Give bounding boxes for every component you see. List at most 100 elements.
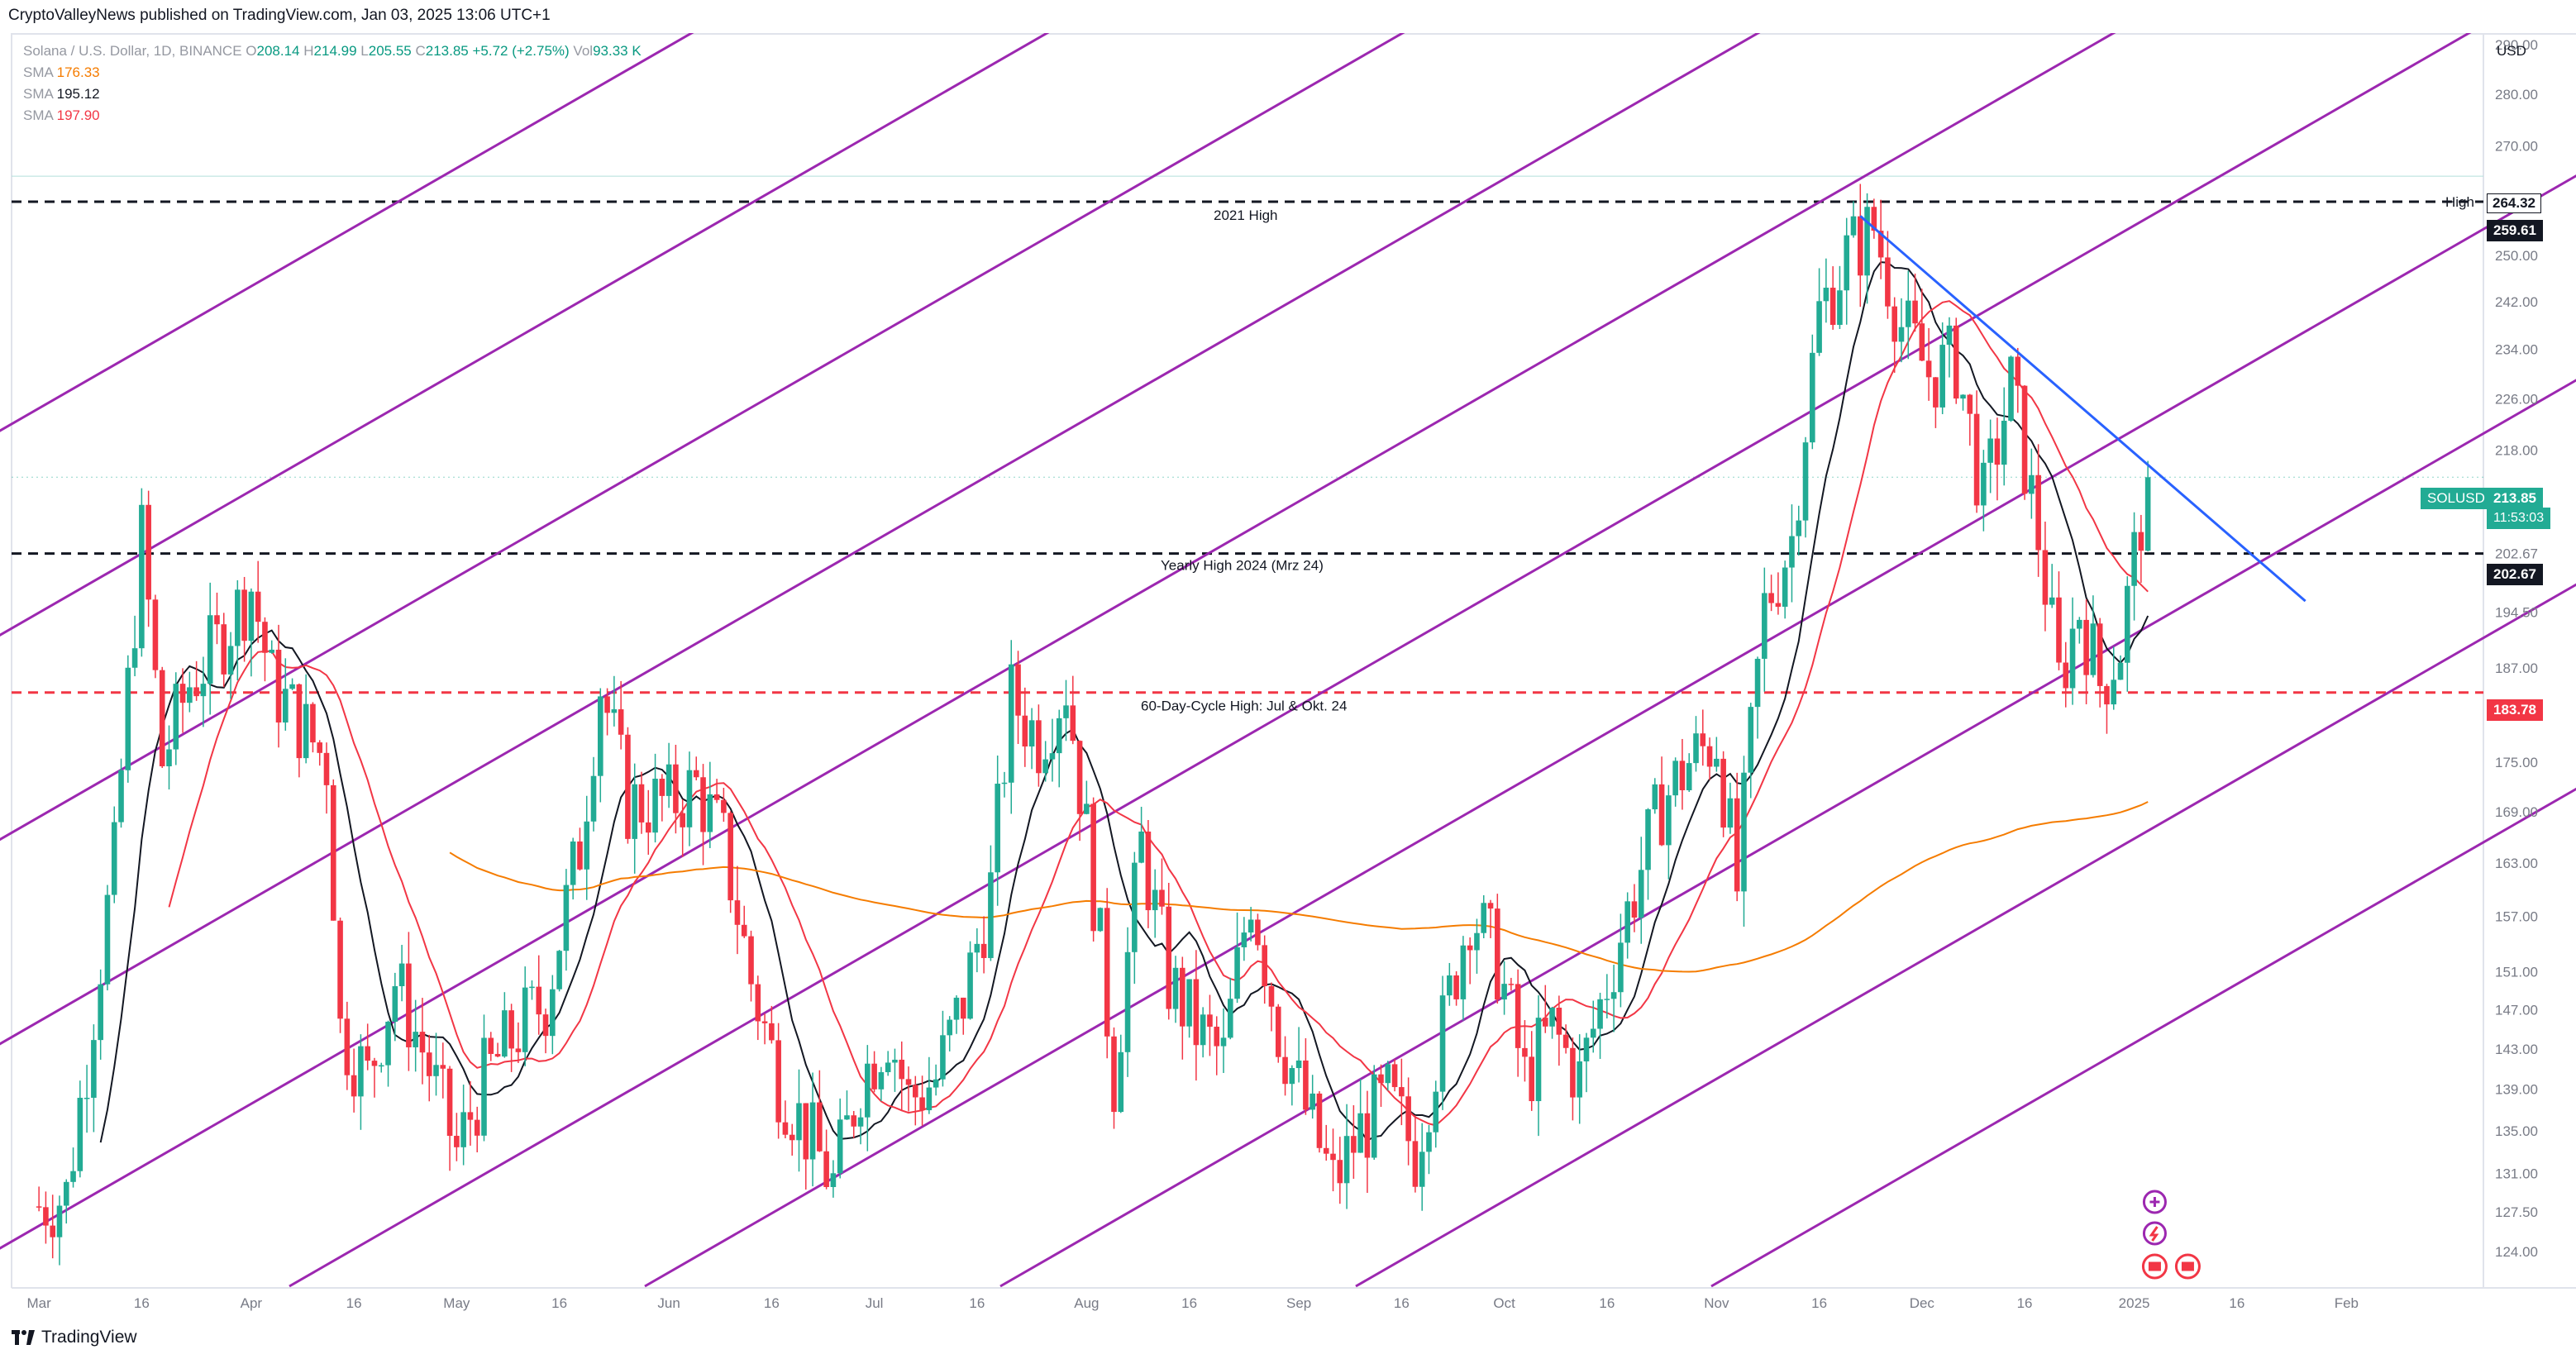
candle-body <box>2104 685 2110 705</box>
candle-body <box>1967 394 1973 414</box>
candle-body <box>1905 300 1911 327</box>
candle-body <box>953 997 960 1020</box>
candle-body <box>604 696 610 713</box>
candle-body <box>2029 474 2035 494</box>
candle-body <box>166 749 172 766</box>
candle-body <box>337 920 343 1019</box>
time-tick-label: 16 <box>969 1295 985 1311</box>
candle-body <box>1474 932 1480 951</box>
candle-body <box>1802 442 1809 521</box>
candle-body <box>974 943 980 953</box>
channel-line <box>0 33 1050 637</box>
candle-body <box>1412 1141 1419 1187</box>
candle-body <box>1754 658 1761 708</box>
candle-body <box>1028 720 1035 747</box>
candle-body <box>1515 984 1521 1048</box>
candle-body <box>919 1097 925 1111</box>
sma-fast-line <box>99 261 2149 1143</box>
candle-body <box>1022 715 1028 747</box>
candle-body <box>960 997 966 1019</box>
sma-value: 176.33 <box>56 64 100 80</box>
candle-body <box>1994 438 2001 465</box>
legend-sma-mid[interactable]: SMA 197.90 <box>23 107 100 124</box>
legend-sma-fast[interactable]: SMA 195.12 <box>23 86 100 103</box>
candle-body <box>43 1207 49 1226</box>
candle-body <box>659 779 665 796</box>
candle-body <box>638 784 645 823</box>
candle-body <box>248 591 255 641</box>
candle-body <box>1837 290 1843 325</box>
time-tick-label: May <box>443 1295 470 1311</box>
candle-body <box>1953 325 1959 399</box>
candle-body <box>865 1063 871 1118</box>
price-tick-label: 242.00 <box>2495 294 2538 310</box>
candle-body <box>1385 1064 1391 1084</box>
candle-body <box>1987 438 1993 463</box>
chart-area[interactable]: 2021 High Yearly High 2024 (Mrz 24) 60-Day… <box>0 33 2576 1319</box>
candle-body <box>1419 1152 1425 1187</box>
legend-h-label: H <box>303 43 314 59</box>
candle-body <box>56 1205 63 1237</box>
candle-body <box>1172 967 1179 1009</box>
candle-body <box>1885 257 1891 307</box>
candle-body <box>700 777 706 832</box>
candle-body <box>1762 593 1767 659</box>
channel-line <box>0 33 2116 1250</box>
candle-body <box>1597 999 1603 1029</box>
candle-body <box>892 1059 898 1063</box>
candle-body <box>618 709 624 735</box>
candle-body <box>1522 1047 1528 1057</box>
legend-symbol[interactable]: Solana / U.S. Dollar, 1D, BINANCE <box>23 43 242 59</box>
candle-body <box>1973 413 1980 506</box>
time-tick-label: Mar <box>26 1295 51 1311</box>
price-tick-label: 194.50 <box>2495 604 2538 620</box>
candle-body <box>851 1115 857 1127</box>
candle-body <box>2049 597 2055 605</box>
candle-body <box>454 1136 460 1147</box>
candle-body <box>83 1097 90 1099</box>
candle-body <box>1255 919 1261 946</box>
last-price-badge: 213.85 <box>2487 488 2543 509</box>
price-tick-label: 250.00 <box>2495 248 2538 264</box>
candle-body <box>1535 1018 1542 1102</box>
candle-body <box>803 1103 809 1160</box>
candle-body <box>905 1079 912 1085</box>
candle-body <box>673 764 679 813</box>
candle-body <box>214 615 220 625</box>
candle-body <box>1351 1136 1357 1153</box>
candle-body <box>727 813 733 901</box>
candle-body <box>1741 772 1747 892</box>
candle-body <box>1405 1096 1411 1142</box>
sma-label: SMA <box>23 86 53 102</box>
candle-body <box>235 589 241 646</box>
candle-body <box>2008 356 2014 421</box>
price-tick-label: 187.00 <box>2495 660 2538 676</box>
candle-body <box>2001 420 2007 465</box>
candle-body <box>1864 207 1870 276</box>
candle-body <box>1877 231 1884 258</box>
candle-body <box>104 894 111 985</box>
candle-body <box>262 622 268 653</box>
sma-label: SMA <box>23 64 53 80</box>
legend-sma-long[interactable]: SMA 176.33 <box>23 64 100 81</box>
candle-body <box>193 687 199 697</box>
candle-body <box>1679 761 1686 790</box>
price-tick-label: 169.00 <box>2495 804 2538 820</box>
candle-body <box>296 684 303 759</box>
candle-body <box>748 936 754 985</box>
tradingview-brand[interactable]: TradingView <box>12 1328 137 1347</box>
candle-body <box>1782 567 1788 607</box>
candle-body <box>1829 288 1836 325</box>
candle-body <box>597 696 603 776</box>
candle-body <box>241 589 247 641</box>
candle-body <box>1672 761 1678 796</box>
candle-body <box>1960 394 1966 399</box>
candle-body <box>556 951 562 989</box>
currency-label[interactable]: USD <box>2497 43 2526 59</box>
candle-body <box>830 1173 837 1187</box>
candle-body <box>392 986 398 1022</box>
candle-body <box>1857 216 1863 276</box>
candle-body <box>1104 908 1110 1037</box>
candle-body <box>2097 623 2103 686</box>
legend-vol-label: Vol <box>573 43 594 59</box>
